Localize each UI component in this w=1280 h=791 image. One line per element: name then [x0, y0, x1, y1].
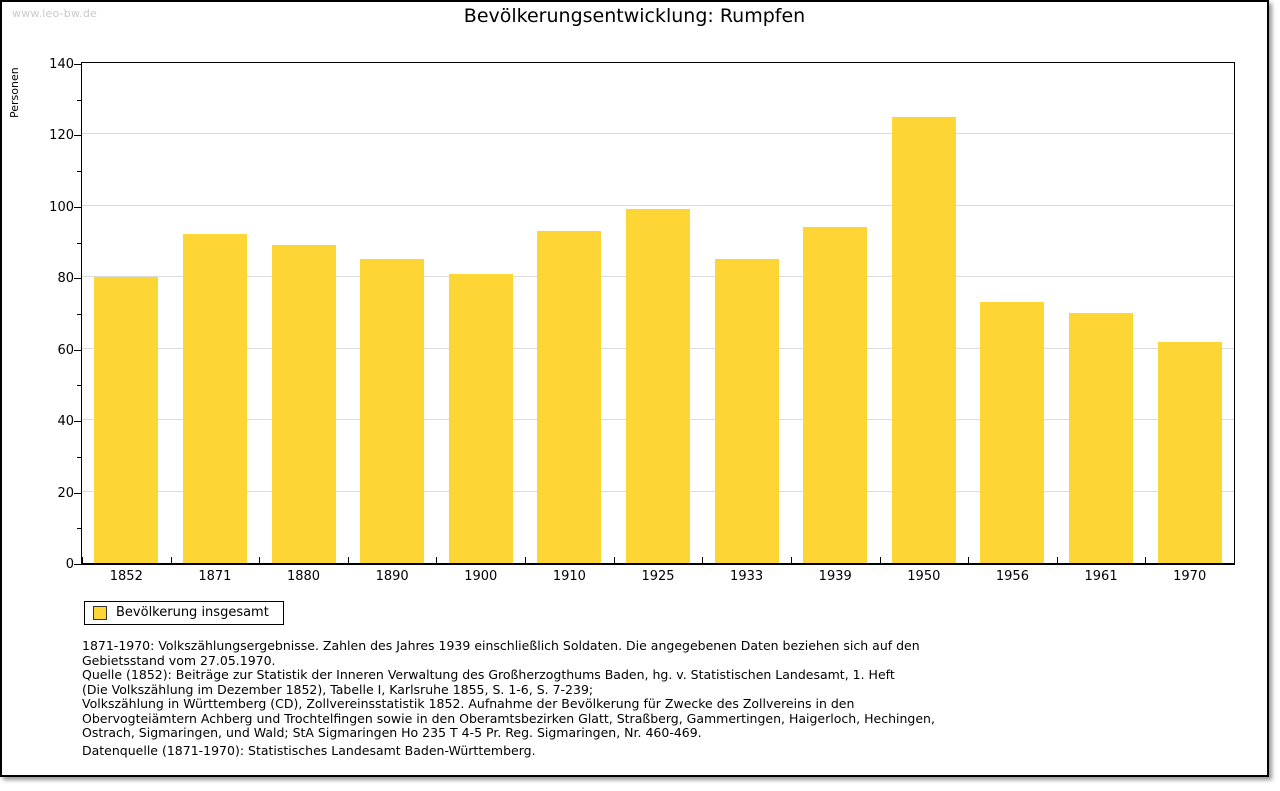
- x-tick-label: 1970: [1173, 569, 1207, 584]
- bar: [626, 209, 690, 563]
- bar: [448, 273, 513, 563]
- y-tick-minor: [77, 171, 81, 173]
- x-tick: [525, 557, 526, 563]
- footnote-line: Quelle (1852): Beiträge zur Statistik de…: [82, 667, 895, 682]
- gridline: [82, 204, 1234, 206]
- y-tick: [74, 64, 81, 65]
- x-tick-label: 1925: [641, 569, 675, 584]
- y-tick-label: 20: [57, 485, 74, 501]
- x-tick: [791, 557, 792, 563]
- y-tick-label: 140: [49, 57, 74, 72]
- x-tick: [1234, 557, 1235, 563]
- y-tick-minor: [77, 528, 81, 530]
- x-tick: [702, 557, 703, 563]
- bar: [94, 277, 159, 563]
- y-tick-minor: [77, 314, 81, 315]
- x-tick-label: 1950: [907, 569, 941, 584]
- y-tick: [74, 421, 81, 423]
- x-tick-label: 1900: [464, 569, 498, 584]
- y-tick-label: 0: [65, 557, 74, 572]
- x-tick-label: 1961: [1084, 569, 1118, 584]
- legend-swatch: [93, 605, 107, 620]
- y-tick-minor: [77, 456, 81, 458]
- x-tick: [1057, 557, 1058, 563]
- y-tick-label: 80: [57, 271, 74, 287]
- x-tick-label: 1956: [995, 569, 1029, 584]
- bar: [1069, 313, 1134, 563]
- y-tick-label: 100: [49, 199, 74, 215]
- x-tick: [348, 557, 349, 563]
- x-tick: [1145, 557, 1146, 563]
- y-tick: [74, 349, 81, 351]
- x-tick: [968, 557, 969, 563]
- footnote-line: Obervogteiämtern Achberg und Trochtelfin…: [82, 710, 935, 726]
- footnote-line: (Die Volkszählung im Dezember 1852), Tab…: [82, 681, 594, 697]
- x-tick: [436, 557, 437, 563]
- x-tick-label: 1910: [552, 569, 586, 584]
- y-axis-label: Personen: [8, 67, 21, 118]
- x-tick-label: 1852: [109, 569, 143, 584]
- y-tick-label: 40: [57, 414, 74, 430]
- y-tick: [74, 135, 81, 137]
- y-tick-label: 60: [57, 342, 74, 358]
- data-source-note: Datenquelle (1871-1970): Statistisches L…: [82, 743, 536, 758]
- bar: [360, 259, 425, 563]
- x-tick-label: 1880: [286, 569, 321, 584]
- footnote-line: Volkszählung in Württemberg (CD), Zollve…: [82, 696, 855, 711]
- x-tick: [171, 557, 172, 563]
- x-tick: [259, 557, 260, 563]
- x-tick-label: 1871: [198, 569, 232, 584]
- bar: [803, 227, 868, 563]
- y-tick: [74, 206, 81, 208]
- footnote-line: Ostrach, Sigmaringen, und Wald; StA Sigm…: [82, 725, 702, 740]
- bar: [980, 302, 1045, 563]
- y-tick-minor: [77, 385, 81, 387]
- y-tick: [74, 492, 81, 494]
- bar: [182, 234, 247, 563]
- chart-title: Bevölkerungsentwicklung: Rumpfen: [463, 5, 806, 27]
- bar: [1157, 341, 1222, 563]
- y-tick-label: 120: [49, 128, 74, 144]
- bar: [537, 230, 602, 563]
- chart-card: www.leo-bw.de Bevölkerungsentwicklung: R…: [0, 0, 1269, 777]
- plot-area: [81, 62, 1235, 565]
- y-tick: [74, 564, 81, 565]
- bar: [271, 245, 336, 563]
- y-tick: [74, 278, 81, 280]
- footnote-line: Gebietsstand vom 27.05.1970.: [82, 652, 276, 668]
- x-tick: [82, 557, 83, 563]
- gridline: [82, 133, 1234, 135]
- y-tick-minor: [77, 99, 81, 101]
- y-tick-minor: [77, 242, 81, 244]
- bar: [891, 116, 956, 563]
- x-tick-label: 1939: [818, 569, 852, 584]
- watermark: www.leo-bw.de: [12, 7, 98, 20]
- legend-label: Bevölkerung insgesamt: [116, 605, 269, 620]
- footnote-line: 1871-1970: Volkszählungsergebnisse. Zahl…: [82, 638, 920, 653]
- x-tick: [614, 557, 615, 563]
- bar: [714, 259, 779, 563]
- x-tick-label: 1890: [375, 569, 409, 584]
- x-tick: [880, 557, 881, 563]
- legend: Bevölkerung insgesamt: [84, 601, 284, 625]
- x-tick-label: 1933: [730, 569, 764, 584]
- footnotes: 1871-1970: Volkszählungsergebnisse. Zahl…: [82, 638, 1182, 741]
